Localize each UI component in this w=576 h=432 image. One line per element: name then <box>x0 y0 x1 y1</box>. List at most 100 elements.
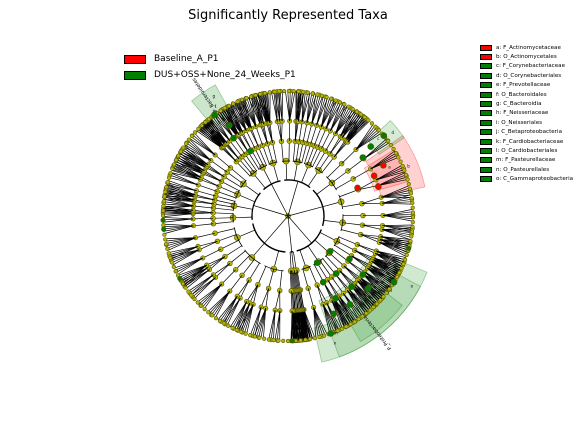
order-arc <box>249 170 258 177</box>
order-branch <box>215 195 236 202</box>
leaf-branch <box>271 92 278 122</box>
leaf-branch <box>201 125 226 145</box>
leaf-branch <box>382 215 413 222</box>
leaf-branch <box>171 169 201 180</box>
leaf-branch <box>224 107 243 133</box>
outer-leaf-node <box>226 323 231 328</box>
family-branch <box>193 223 214 227</box>
outer-leaf-node <box>310 91 315 96</box>
leaf-branch <box>306 92 310 123</box>
outer-leaf-node <box>165 246 170 251</box>
outer-leaf-node <box>391 146 396 152</box>
leaf-branch <box>362 273 387 294</box>
order-arc <box>233 227 243 248</box>
outer-leaf-node <box>186 289 191 294</box>
leaf-branch <box>363 138 387 160</box>
family-branch <box>210 160 228 173</box>
leaf-branch <box>227 106 244 133</box>
leaf-branch <box>190 277 216 296</box>
leaf-branch <box>253 95 264 125</box>
leaf-branch <box>177 157 205 172</box>
leaf-branch <box>163 218 194 221</box>
outer-leaf-node <box>409 229 415 234</box>
family-branch <box>274 290 281 311</box>
leaf-branch <box>275 91 278 122</box>
leaf-branch <box>382 213 414 216</box>
clade-legend-entry: c: F_Corynebacteriaceae <box>480 62 573 71</box>
outer-leaf-node <box>206 117 212 122</box>
leaf-branch <box>377 179 408 186</box>
outer-leaf-node <box>209 313 215 318</box>
leaf-branch <box>303 309 313 339</box>
outer-leaf-node <box>408 239 413 244</box>
leaf-branch <box>190 274 214 296</box>
leaf-branch <box>372 259 398 277</box>
leaf-branch <box>242 99 257 127</box>
outer-leaf-node <box>272 89 277 94</box>
family-branch <box>194 199 215 205</box>
clade-legend-label: f: O_Bacteroidales <box>496 91 547 98</box>
enriched-node-baseline <box>375 183 382 190</box>
leaf-branch <box>166 184 197 192</box>
leaf-branch <box>297 91 302 122</box>
family-branch <box>251 128 259 148</box>
outer-leaf-node <box>404 252 409 258</box>
outer-leaf-node <box>303 337 308 342</box>
leaf-branch <box>174 163 204 175</box>
family-branch <box>360 234 381 240</box>
outer-leaf-node <box>367 308 373 313</box>
leaf-branch <box>355 124 374 150</box>
clade-legend: a: F_Actinomycetaceae b: O_Actinomycetale… <box>480 43 573 184</box>
leaf-branch <box>239 304 254 332</box>
outer-leaf-node <box>348 322 353 327</box>
leaf-branch <box>325 101 340 130</box>
order-arc <box>244 249 261 265</box>
outer-leaf-node <box>281 88 287 94</box>
leaf-branch <box>313 307 317 338</box>
leaf-branch <box>375 167 404 181</box>
outer-leaf-node <box>199 123 204 128</box>
family-branch <box>329 136 341 155</box>
legend-label: Baseline_A_P1 <box>154 54 219 64</box>
order-branch <box>318 153 331 171</box>
enriched-node-dus <box>346 255 353 263</box>
clade-legend-label: b: O_Actinomycetales <box>496 54 557 61</box>
clade-legend-swatch <box>480 44 492 51</box>
leaf-branch <box>175 161 204 173</box>
outer-leaf-node <box>410 200 415 206</box>
leaf-branch <box>311 95 324 125</box>
leaf-branch <box>207 290 231 313</box>
leaf-branch <box>370 152 397 170</box>
order-node <box>214 188 220 195</box>
leaf-branch <box>222 297 241 324</box>
leaf-branch <box>295 91 299 122</box>
order-branch <box>291 270 294 291</box>
leaf-branch <box>204 122 227 145</box>
leaf-branch <box>381 229 412 236</box>
family-branch <box>347 158 365 172</box>
leaf-branch <box>273 310 276 341</box>
leaf-branch <box>354 283 378 304</box>
leaf-branch <box>163 218 194 223</box>
leaf-branch <box>276 310 281 341</box>
clade-legend-entry: d: O_Corynebacteriales <box>480 71 573 80</box>
leaf-branch <box>335 104 346 134</box>
leaf-branch <box>224 108 242 134</box>
clade-legend-swatch <box>480 54 492 61</box>
family-branch <box>252 284 259 305</box>
family-branch <box>195 232 216 239</box>
phylum-branch <box>287 206 323 217</box>
leaf-branch <box>292 310 299 341</box>
family-branch <box>357 244 376 254</box>
outer-leaf-node <box>333 98 338 103</box>
leaf-branch <box>166 185 196 196</box>
leaf-branch <box>165 237 196 244</box>
outer-leaf-node <box>189 293 194 298</box>
outer-leaf-node <box>183 285 188 290</box>
family-branch <box>339 270 353 287</box>
outer-leaf-node <box>195 300 200 305</box>
leaf-branch <box>382 198 412 204</box>
clade-letter: h <box>354 292 357 297</box>
outer-leaf-node <box>248 333 253 338</box>
family-branch <box>242 132 252 151</box>
